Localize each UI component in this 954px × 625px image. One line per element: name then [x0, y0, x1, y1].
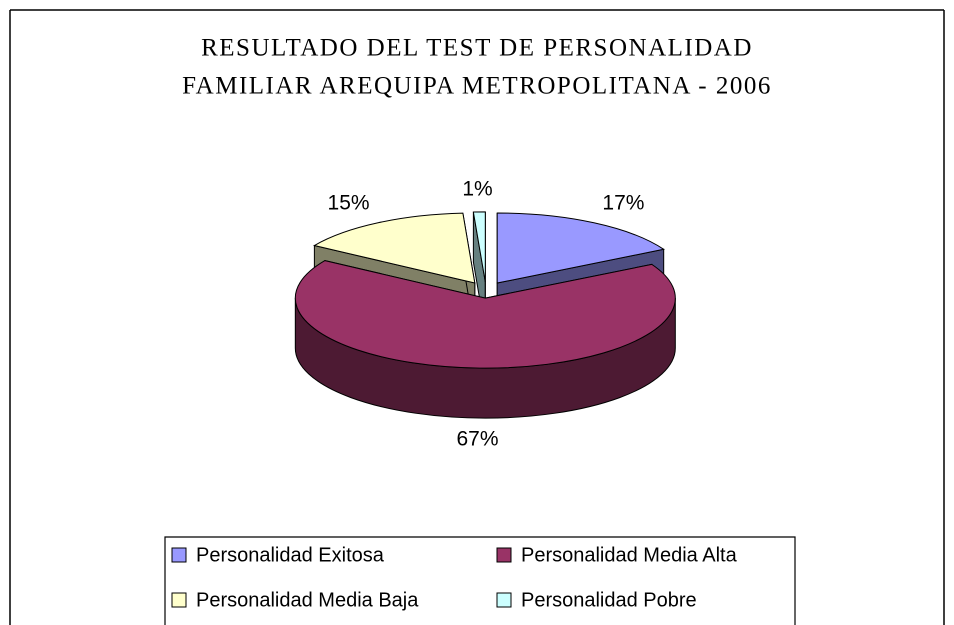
- slice: [294, 260, 676, 369]
- legend-label: Personalidad Media Baja: [196, 589, 419, 611]
- slice: [496, 212, 665, 284]
- legend-label: Personalidad Media Alta: [521, 544, 738, 566]
- legend: Personalidad Exitosa Personalidad Media A…: [164, 536, 796, 625]
- legend-swatch: [496, 592, 512, 608]
- data-label: 17%: [602, 191, 644, 214]
- data-label: 67%: [457, 427, 499, 450]
- legend-swatch: [171, 547, 187, 563]
- data-label: 15%: [328, 191, 370, 214]
- chart-title: RESULTADO DEL TEST DE PERSONALIDAD: [201, 35, 753, 62]
- legend-swatch: [171, 592, 187, 608]
- legend-swatch: [496, 547, 512, 563]
- slice: [313, 212, 476, 284]
- legend-label: Personalidad Exitosa: [196, 544, 385, 566]
- data-label: 1%: [462, 178, 492, 201]
- chart-title: FAMILIAR AREQUIPA METROPOLITANA - 2006: [182, 73, 772, 100]
- pie: 17% 67% 15% 1%: [294, 178, 676, 450]
- legend-label: Personalidad Pobre: [521, 589, 697, 611]
- legend-box: [164, 536, 796, 625]
- slice: [472, 211, 486, 282]
